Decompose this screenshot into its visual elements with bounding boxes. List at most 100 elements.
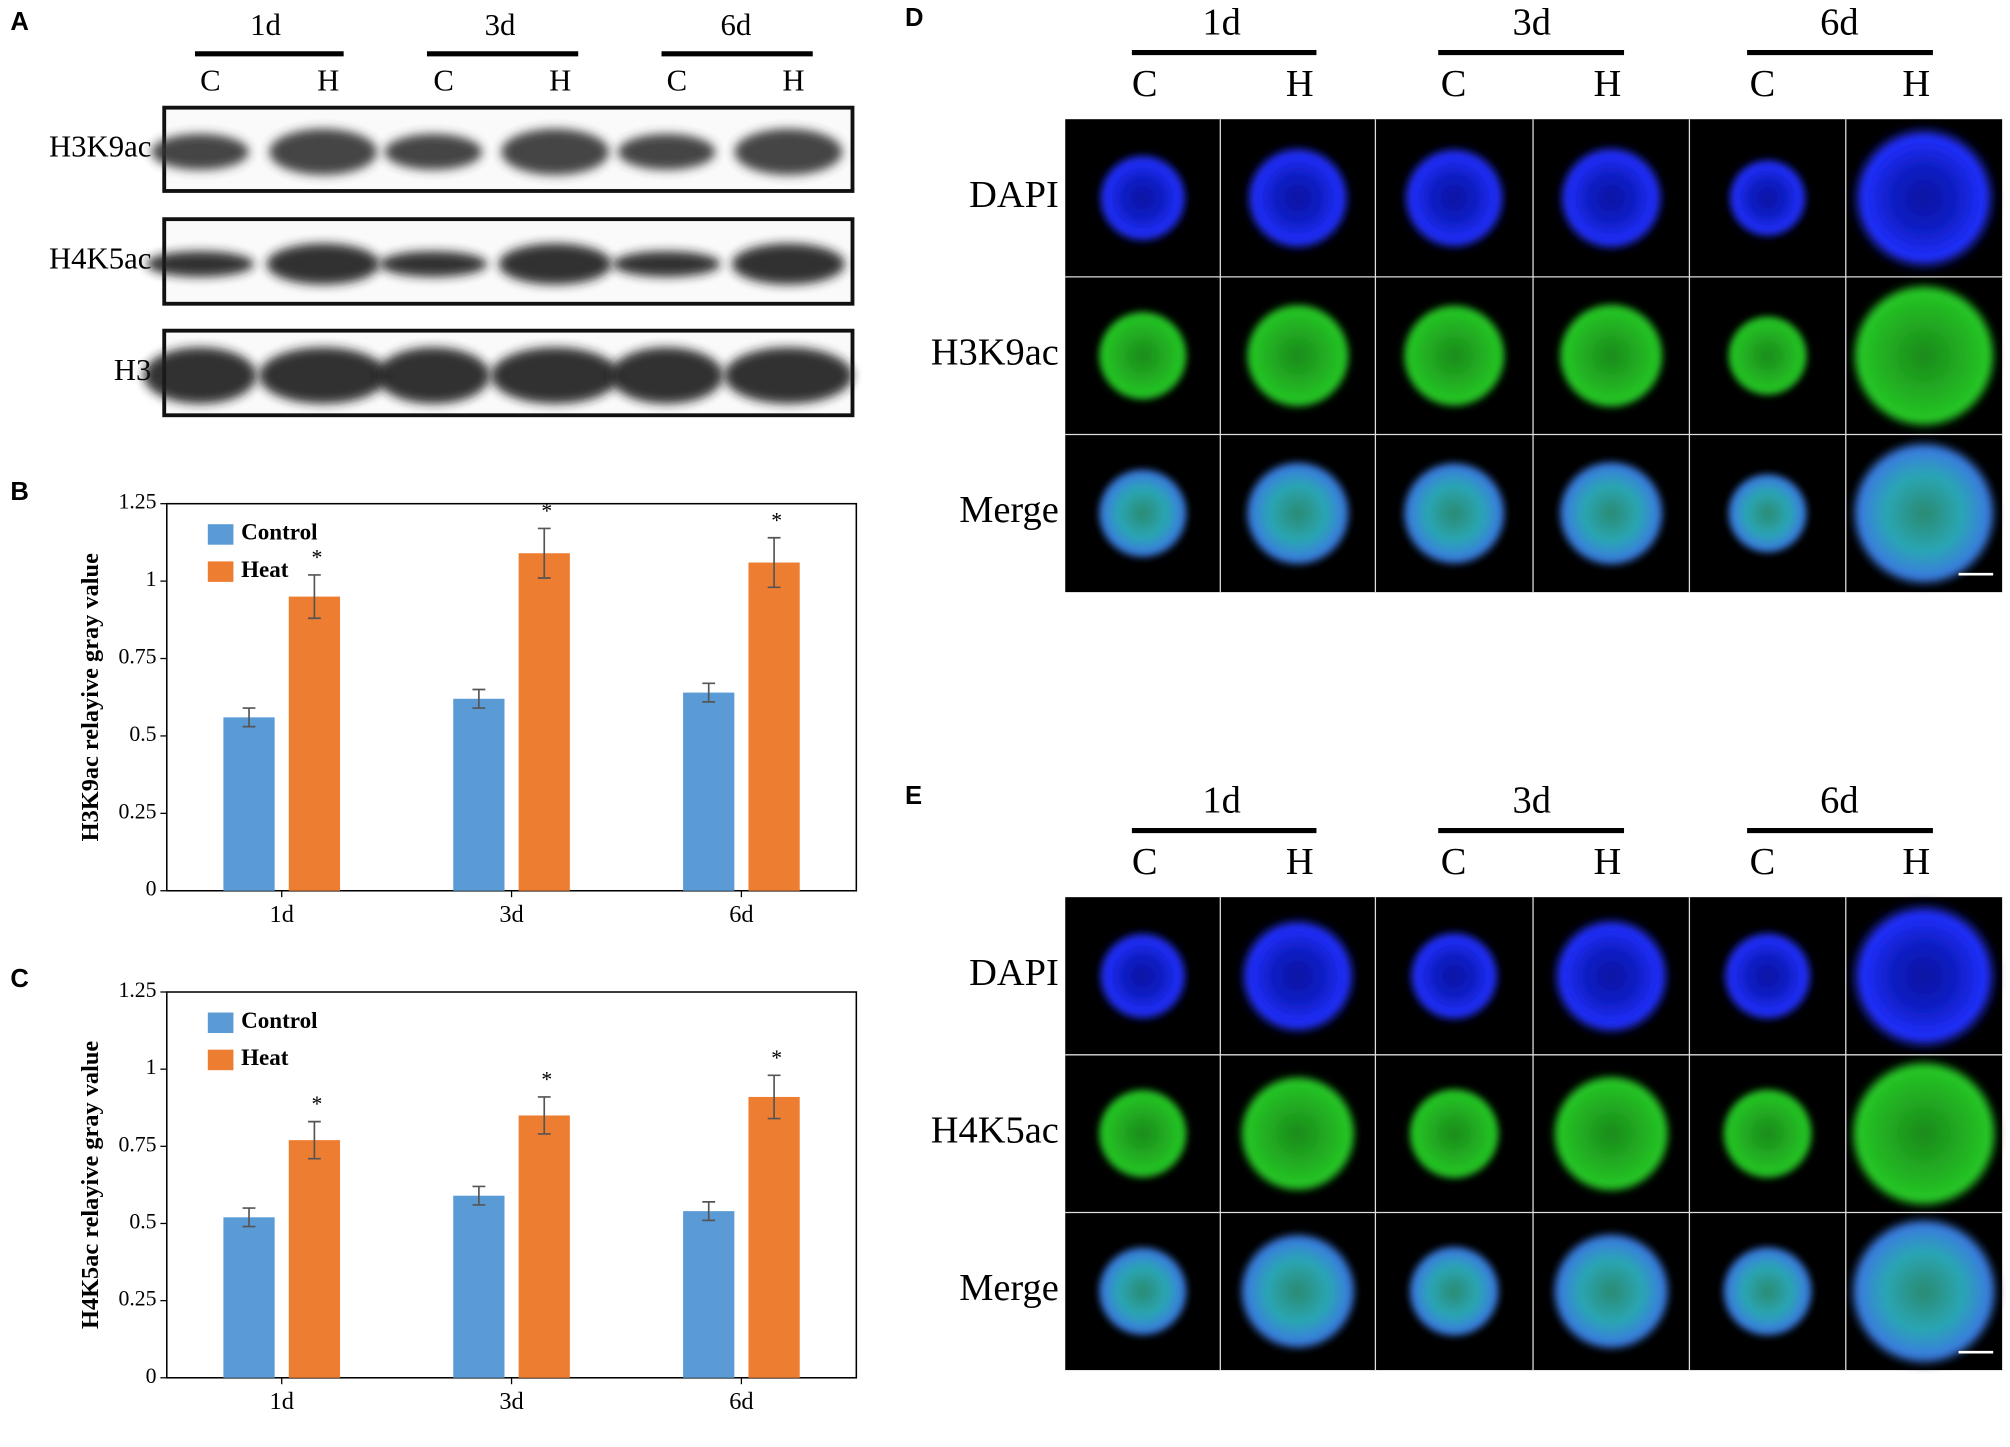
image-row-label: DAPI — [969, 952, 1059, 994]
cell-image — [1235, 1229, 1360, 1354]
x-tick-label: 1d — [270, 1388, 294, 1415]
cell-image — [1405, 1084, 1504, 1183]
y-tick-label: 1.25 — [118, 978, 156, 1002]
blot-band — [501, 128, 609, 175]
lane-label: C — [433, 63, 454, 97]
significance-mark: * — [312, 1092, 323, 1116]
lane-label: H — [1593, 841, 1621, 883]
y-tick-label: 0.25 — [118, 799, 156, 823]
cell-image — [1554, 299, 1668, 412]
error-bar — [767, 536, 781, 589]
cell-image — [1554, 141, 1668, 255]
cell-image — [1094, 465, 1191, 562]
panel-label: A — [10, 8, 29, 36]
cell-image — [1242, 142, 1354, 254]
cell-image — [1724, 470, 1811, 557]
cell-image — [1554, 457, 1668, 570]
cell-image — [1845, 1055, 2003, 1212]
x-tick-label: 6d — [729, 1388, 753, 1415]
image-row-label: Merge — [959, 489, 1059, 531]
lane-label: H — [549, 63, 571, 97]
lane-label: C — [1132, 841, 1158, 883]
lane-label: C — [1750, 63, 1776, 105]
blot-band — [610, 347, 724, 404]
lane-label: H — [782, 63, 804, 97]
cell-image — [1845, 1213, 2003, 1370]
bar — [453, 1195, 505, 1378]
day-label: 6d — [1820, 1, 1858, 43]
cell-image — [1719, 1085, 1817, 1183]
bar — [288, 1140, 341, 1378]
legend-swatch — [207, 561, 234, 582]
day-label: 3d — [485, 8, 516, 42]
significance-mark: * — [312, 546, 323, 570]
cell-image — [1094, 1243, 1191, 1340]
bar — [288, 596, 341, 891]
x-tick-label: 3d — [499, 1388, 523, 1415]
blot-band — [151, 133, 249, 170]
blot-band — [266, 243, 380, 285]
y-tick-label: 1 — [146, 1055, 157, 1079]
error-bar — [472, 688, 486, 709]
bar — [683, 1211, 735, 1378]
lane-label: C — [200, 63, 221, 97]
lane-label: H — [1286, 841, 1314, 883]
legend-swatch — [207, 1012, 234, 1034]
cell-image — [1094, 307, 1191, 404]
day-label: 1d — [1202, 1, 1240, 43]
cell-image — [1235, 1071, 1360, 1196]
cell-image — [1405, 1242, 1504, 1341]
cell-image — [1399, 142, 1510, 254]
blot-band — [379, 251, 488, 277]
panel-label: B — [10, 478, 29, 506]
blot-band — [734, 128, 843, 175]
cell-image — [1847, 436, 2001, 590]
cell-image — [1094, 927, 1191, 1025]
image-row-label: H3K9ac — [931, 331, 1059, 373]
cell-image — [1094, 1085, 1191, 1182]
bar — [518, 553, 570, 891]
cell-image — [1847, 279, 2001, 433]
legend-label: Control — [241, 519, 318, 545]
lane-label: C — [667, 63, 688, 97]
error-bar — [472, 1185, 486, 1206]
lane-label: C — [1132, 63, 1158, 105]
day-label: 3d — [1513, 779, 1551, 821]
cell-image — [1399, 458, 1510, 569]
blot-row-label: H4K5ac — [49, 242, 151, 276]
cell-image — [1724, 155, 1811, 242]
lane-label: H — [1902, 841, 1930, 883]
day-label: 1d — [1202, 779, 1240, 821]
bar — [748, 562, 800, 891]
blot-band — [143, 347, 257, 404]
cell-image — [1405, 927, 1504, 1025]
legend-label: Control — [241, 1007, 318, 1033]
panel-label: E — [905, 782, 922, 810]
lane-label: C — [1750, 841, 1776, 883]
significance-mark: * — [541, 1068, 552, 1092]
legend-swatch — [207, 524, 234, 545]
error-bar — [537, 527, 551, 579]
significance-mark: * — [771, 1046, 782, 1070]
blot-band — [259, 347, 388, 404]
blot-band — [724, 347, 853, 404]
lane-label: C — [1441, 63, 1467, 105]
significance-mark: * — [541, 499, 552, 523]
error-bar — [702, 682, 716, 703]
blot-band — [491, 347, 620, 404]
blot-band — [146, 251, 254, 277]
bar — [683, 692, 735, 891]
day-label: 6d — [1820, 779, 1858, 821]
bar — [223, 1217, 275, 1378]
cell-image — [1242, 299, 1354, 412]
error-bar — [537, 1096, 551, 1135]
blot-band — [617, 133, 716, 170]
y-tick-label: 0.75 — [118, 645, 156, 669]
y-tick-label: 0.5 — [129, 722, 156, 746]
error-bar — [307, 574, 321, 620]
x-tick-label: 1d — [270, 901, 294, 928]
cell-image — [1719, 1242, 1817, 1340]
x-tick-label: 3d — [499, 901, 523, 928]
lane-label: H — [1593, 63, 1621, 105]
